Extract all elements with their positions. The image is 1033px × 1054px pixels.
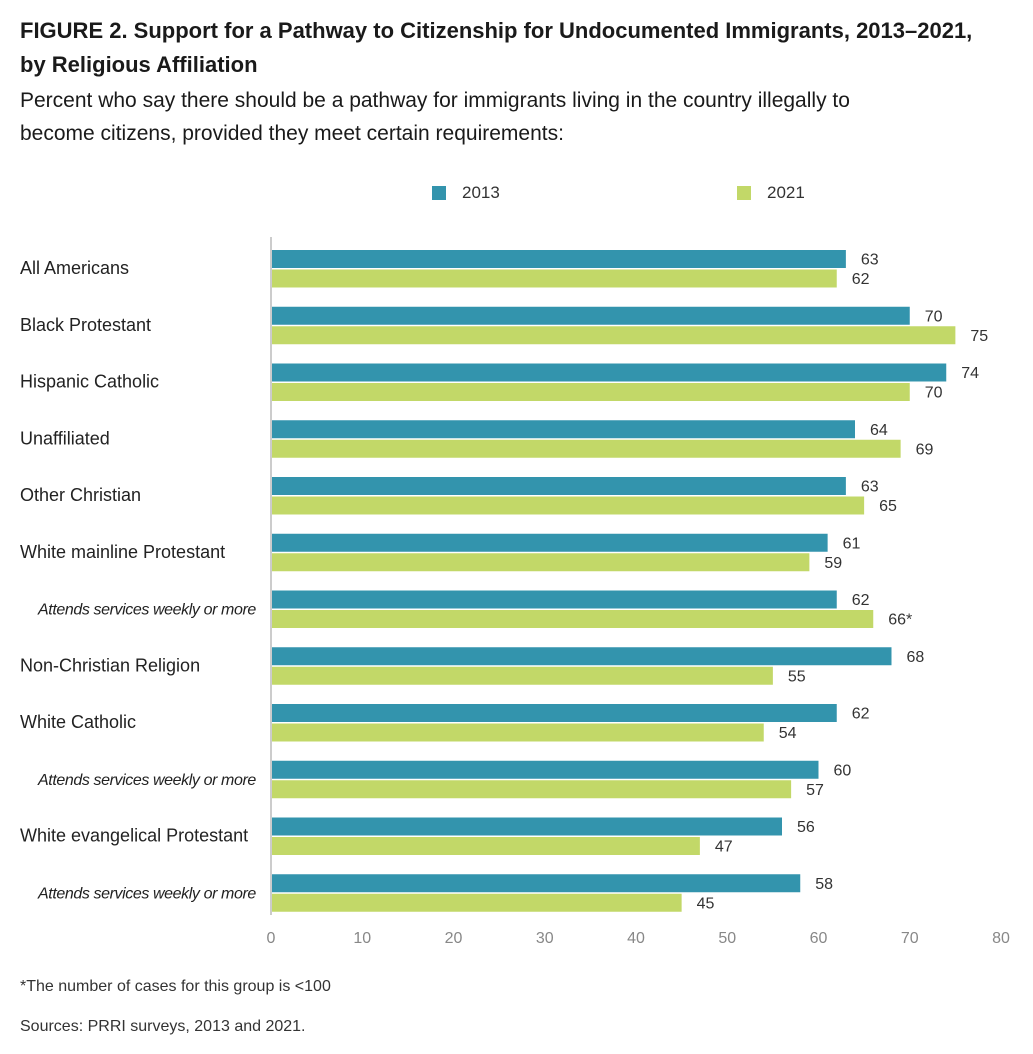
x-tick-label: 40 [627, 930, 645, 947]
data-label-2013: 56 [797, 819, 815, 836]
x-tick-label: 80 [992, 930, 1010, 947]
footnote: *The number of cases for this group is <… [20, 978, 331, 995]
bar-2021 [272, 496, 865, 515]
legend-swatch-2013 [432, 186, 446, 200]
chart-subtitle: Percent who say there should be a pathwa… [20, 84, 1020, 150]
data-label-2013: 62 [852, 706, 870, 723]
data-label-2013: 70 [925, 308, 943, 325]
legend-label-2021: 2021 [767, 183, 805, 202]
bar-2021 [272, 439, 901, 458]
category-label: White Catholic [20, 712, 136, 732]
bar-2013 [272, 874, 801, 893]
bar-2021 [272, 383, 910, 401]
sources-note: Sources: PRRI surveys, 2013 and 2021. [20, 1018, 306, 1035]
data-label-2013: 74 [961, 365, 979, 382]
x-tick-label: 30 [536, 930, 554, 947]
bar-2013 [272, 250, 846, 268]
data-label-2021: 45 [697, 895, 715, 912]
category-label: White mainline Protestant [20, 542, 225, 562]
legend-label-2013: 2013 [462, 183, 500, 202]
bar-2021 [272, 837, 700, 855]
legend-item-2013: 2013 [432, 183, 500, 203]
data-label-2021: 69 [916, 441, 934, 458]
bar-2021 [272, 553, 810, 572]
data-label-2013: 68 [907, 649, 925, 666]
data-label-2021: 55 [788, 668, 806, 685]
x-tick-label: 50 [718, 930, 736, 947]
data-label-2021: 70 [925, 385, 943, 402]
data-label-2013: 63 [861, 479, 879, 496]
data-label-2013: 63 [861, 252, 879, 269]
category-label: Attends services weekly or more [37, 602, 256, 619]
bar-2013 [272, 420, 855, 439]
bar-2013 [272, 647, 892, 666]
bar-2013 [272, 590, 837, 609]
bar-2013 [272, 704, 837, 722]
data-label-2021: 75 [970, 328, 988, 345]
data-label-2013: 58 [815, 876, 833, 893]
bar-2013 [272, 477, 846, 495]
bar-2021 [272, 666, 773, 685]
data-label-2021: 59 [824, 555, 842, 572]
chart-title-line-1: FIGURE 2. Support for a Pathway to Citiz… [20, 18, 973, 43]
category-label: White evangelical Protestant [20, 826, 248, 846]
legend-swatch-2021 [737, 186, 751, 200]
bar-2021 [272, 610, 874, 628]
category-label: Unaffiliated [20, 428, 110, 448]
category-label: Hispanic Catholic [20, 372, 159, 392]
data-label-2013: 62 [852, 592, 870, 609]
bar-2013 [272, 817, 782, 836]
bar-2021 [272, 269, 837, 288]
bar-2013 [272, 760, 819, 779]
data-label-2021: 62 [852, 271, 870, 288]
bar-2021 [272, 326, 956, 345]
bar-2021 [272, 780, 792, 799]
bar-2013 [272, 363, 947, 382]
category-label: Non-Christian Religion [20, 655, 200, 675]
x-tick-label: 20 [445, 930, 463, 947]
data-label-2021: 66* [888, 612, 912, 629]
chart-subtitle-line-1: Percent who say there should be a pathwa… [20, 89, 850, 112]
x-tick-label: 0 [267, 930, 276, 947]
bar-2013 [272, 533, 828, 552]
legend-item-2021: 2021 [737, 183, 805, 203]
category-label: All Americans [20, 258, 129, 278]
category-label: Attends services weekly or more [37, 885, 256, 902]
chart-title-line-2: by Religious Affiliation [20, 52, 258, 77]
bar-2021 [272, 723, 764, 742]
data-label-2013: 61 [843, 535, 861, 552]
category-label: Attends services weekly or more [37, 772, 256, 789]
x-tick-label: 60 [810, 930, 828, 947]
bar-2013 [272, 306, 910, 325]
data-label-2021: 57 [806, 782, 824, 799]
data-label-2021: 65 [879, 498, 897, 515]
data-label-2021: 47 [715, 839, 733, 856]
chart-subtitle-line-2: become citizens, provided they meet cert… [20, 122, 564, 145]
category-label: Other Christian [20, 485, 141, 505]
category-label: Black Protestant [20, 315, 151, 335]
data-label-2021: 54 [779, 725, 797, 742]
data-label-2013: 64 [870, 422, 888, 439]
bar-2021 [272, 893, 682, 912]
x-tick-label: 70 [901, 930, 919, 947]
x-tick-label: 10 [353, 930, 371, 947]
data-label-2013: 60 [834, 762, 852, 779]
chart-title: FIGURE 2. Support for a Pathway to Citiz… [20, 14, 1020, 82]
